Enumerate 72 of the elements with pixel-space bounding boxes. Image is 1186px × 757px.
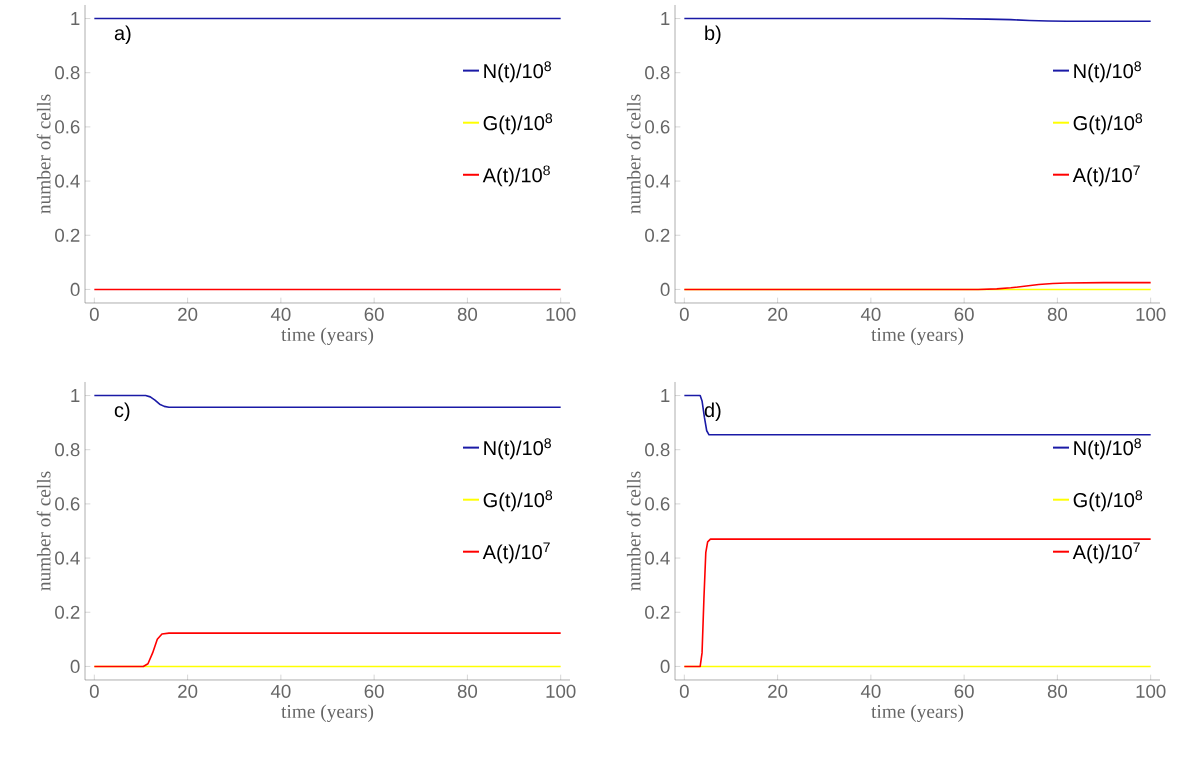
legend-label: N(t)/10$^{8}$	[484, 61, 551, 83]
x-tick-label: 0	[679, 307, 689, 321]
x-tick-label: 100	[1136, 684, 1166, 698]
annotation: b)	[705, 25, 721, 45]
y-axis-title: number of cells	[626, 471, 641, 591]
x-tick-label: 80	[457, 684, 478, 698]
y-tick-label: 0.6	[645, 497, 670, 511]
y-tick-label: 1	[661, 389, 670, 402]
y-tick-label: 0	[70, 659, 80, 674]
x-tick-label: 60	[364, 307, 384, 321]
y-tick-label: 0.4	[55, 174, 80, 188]
x-tick-label: 20	[178, 684, 198, 698]
y-axis-title: number of cells	[36, 94, 51, 214]
x-tick-label: 60	[954, 684, 974, 698]
y-tick-label: 1	[71, 12, 80, 25]
legend-label: A(t)/10$^{7}$	[1072, 165, 1140, 187]
y-tick-label: 0.8	[55, 66, 80, 80]
legend-label: N(t)/10$^{8}$	[484, 438, 551, 460]
legend-label: G(t)/10$^{8}$	[1073, 113, 1143, 135]
x-tick-label: 0	[89, 307, 99, 321]
x-axis-title: time (years)	[871, 327, 964, 345]
y-axis-title: number of cells	[626, 94, 641, 214]
y-tick-label: 0.8	[645, 443, 670, 457]
y-tick-label: 0.2	[55, 605, 80, 619]
y-tick-label: 0	[660, 659, 670, 674]
x-tick-label: 20	[178, 307, 198, 321]
y-axis-title: number of cells	[36, 471, 51, 591]
x-tick-label: 80	[1047, 684, 1068, 698]
x-axis-title: time (years)	[281, 327, 374, 345]
annotation: a)	[114, 25, 131, 45]
legend-label: A(t)/10$^{7}$	[482, 542, 550, 564]
y-tick-label: 0.6	[645, 120, 670, 134]
y-tick-label: 0.4	[645, 174, 670, 188]
x-tick-label: 40	[270, 307, 291, 321]
y-tick-label: 0.4	[645, 551, 670, 565]
x-tick-label: 20	[768, 684, 788, 698]
x-tick-label: 100	[1136, 307, 1166, 321]
x-tick-label: 100	[546, 684, 576, 698]
y-tick-label: 0.8	[645, 66, 670, 80]
x-tick-label: 0	[89, 684, 99, 698]
y-tick-label: 0	[70, 282, 80, 297]
legend-label: G(t)/10$^{8}$	[1073, 490, 1143, 512]
x-tick-label: 40	[270, 684, 291, 698]
legend-label: A(t)/10$^{7}$	[1072, 542, 1140, 564]
y-tick-label: 0.6	[55, 497, 80, 511]
legend-label: G(t)/10$^{8}$	[483, 113, 553, 135]
y-tick-label: 0.8	[55, 443, 80, 457]
y-tick-label: 1	[71, 389, 80, 402]
y-tick-label: 0.6	[55, 120, 80, 134]
y-tick-label: 0.4	[55, 551, 80, 565]
y-tick-label: 0.2	[645, 228, 670, 242]
x-tick-label: 40	[860, 307, 881, 321]
legend-label: A(t)/10$^{8}$	[482, 165, 550, 187]
x-axis-title: time (years)	[281, 704, 374, 722]
x-tick-label: 0	[679, 684, 689, 698]
legend-label: N(t)/10$^{8}$	[1074, 61, 1141, 83]
x-tick-label: 80	[1047, 307, 1068, 321]
y-tick-label: 0.2	[55, 228, 80, 242]
annotation: d)	[704, 402, 721, 422]
x-tick-label: 100	[546, 307, 576, 321]
y-tick-label: 0.2	[645, 605, 670, 619]
x-tick-label: 40	[860, 684, 881, 698]
x-axis-title: time (years)	[871, 704, 964, 722]
x-tick-label: 80	[457, 307, 478, 321]
legend-label: G(t)/10$^{8}$	[483, 490, 553, 512]
x-tick-label: 60	[364, 684, 384, 698]
annotation: c)	[114, 402, 130, 422]
x-tick-label: 60	[954, 307, 974, 321]
legend-label: N(t)/10$^{8}$	[1074, 438, 1141, 460]
x-tick-label: 20	[768, 307, 788, 321]
y-tick-label: 1	[661, 12, 670, 25]
y-tick-label: 0	[660, 282, 670, 297]
